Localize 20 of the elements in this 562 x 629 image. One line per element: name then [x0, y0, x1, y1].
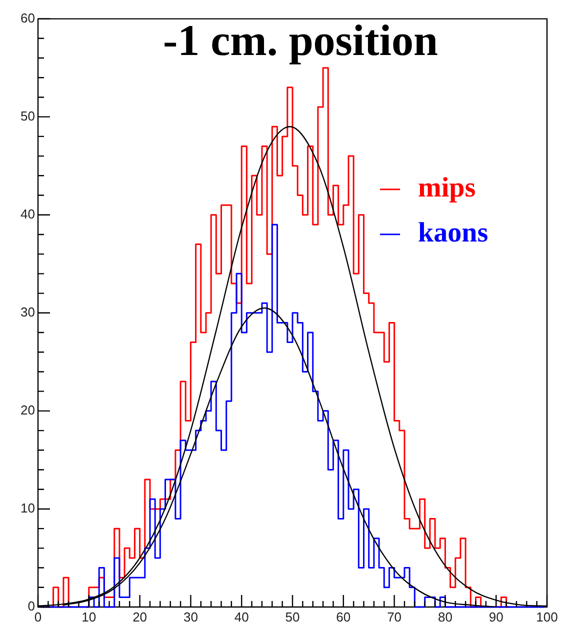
x-tick-label: 20 — [132, 609, 148, 624]
y-tick-label: 30 — [20, 304, 35, 320]
y-tick-label: 20 — [20, 402, 35, 418]
x-tick-label: 10 — [82, 609, 96, 624]
x-tick-label: 90 — [488, 609, 504, 624]
x-tick-label: 70 — [387, 609, 402, 624]
chart-title: -1 cm. position — [163, 16, 438, 65]
legend-label: kaons — [418, 218, 488, 249]
y-tick-label: 40 — [20, 206, 35, 222]
y-tick-label: 50 — [20, 108, 35, 124]
y-tick-label: 0 — [28, 598, 35, 614]
x-tick-label: 100 — [536, 609, 558, 624]
legend-label: mips — [418, 172, 476, 204]
x-tick-label: 40 — [234, 609, 249, 624]
y-tick-label: 60 — [20, 10, 35, 26]
x-tick-label: 60 — [336, 609, 351, 624]
y-tick-label: 10 — [20, 500, 35, 516]
x-tick-label: 50 — [285, 609, 300, 624]
x-tick-label: 30 — [183, 609, 198, 624]
x-tick-label: 80 — [438, 609, 452, 624]
